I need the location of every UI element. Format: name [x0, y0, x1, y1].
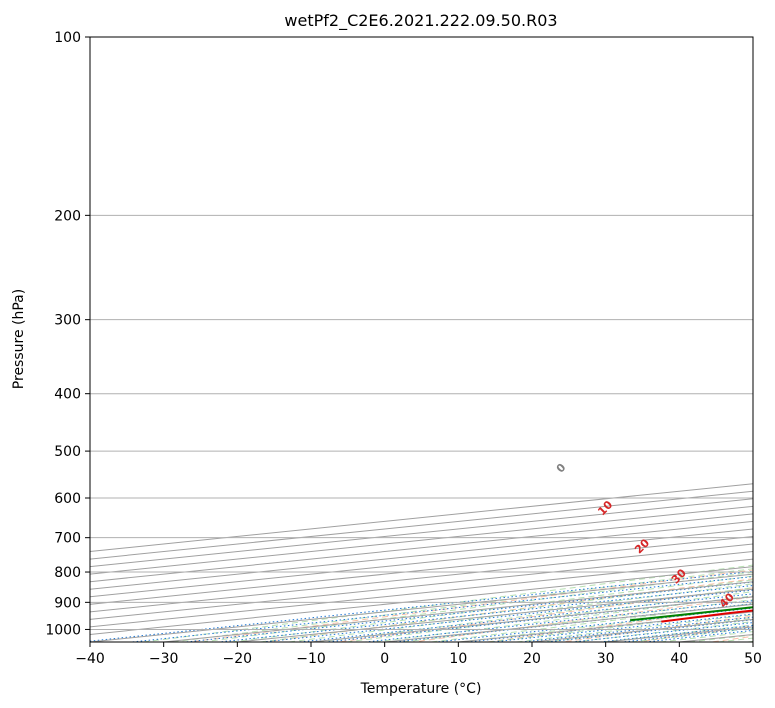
moist-adiabat-line — [431, 603, 753, 642]
dry-adiabat-line — [412, 596, 753, 642]
isotherm-line — [90, 573, 753, 642]
y-axis-label: Pressure (hPa) — [11, 289, 27, 389]
dry-adiabat-line — [338, 587, 753, 642]
mixing-ratio-line — [365, 600, 753, 642]
isotherm-line — [90, 513, 753, 583]
moist-adiabat-line — [346, 591, 753, 642]
moist-adiabat-line — [459, 606, 753, 642]
y-tick-label: 100 — [54, 30, 81, 46]
dry-adiabat-line — [711, 635, 753, 642]
line-labels: -100-90-80-70-60-50-40-30-20-100.10.20.4… — [554, 461, 737, 611]
moist-adiabat-line — [718, 637, 753, 642]
y-tick-label: 900 — [54, 595, 81, 611]
moist-adiabat-line — [374, 595, 753, 642]
dry-adiabat-line — [263, 578, 753, 642]
moist-adiabat-label: 10 — [595, 498, 615, 518]
isotherm-line — [531, 618, 753, 642]
y-tick-label: 700 — [54, 531, 81, 547]
y-tick-label: 600 — [54, 491, 81, 507]
moist-adiabat-line — [602, 624, 753, 642]
x-axis-label: Temperature (°C) — [360, 681, 482, 697]
moist-adiabat-line — [231, 575, 753, 642]
moist-adiabat-line — [660, 631, 753, 642]
moist-adiabat-line — [260, 579, 753, 642]
isotherm-line — [458, 611, 753, 642]
moist-adiabat-line — [689, 634, 753, 642]
isotherm-line — [90, 535, 753, 605]
dry-adiabat-line — [636, 625, 753, 642]
isotherm-line — [90, 528, 753, 598]
x-tick-label: 50 — [744, 651, 762, 667]
axes: −40 −30 −20 −10 0 10 20 30 40 5010020030040050060… — [45, 30, 762, 667]
mixing-ratio-line — [90, 570, 753, 642]
y-tick-label: 800 — [54, 565, 81, 581]
background-lines — [90, 37, 753, 642]
x-tick-label: 20 — [523, 651, 541, 667]
x-tick-label: 30 — [597, 651, 615, 667]
y-tick-label: 300 — [54, 313, 81, 329]
y-tick-label: 1000 — [45, 622, 81, 638]
y-tick-label: 200 — [54, 208, 81, 224]
dry-adiabat-line — [562, 615, 753, 642]
isotherm-line — [90, 498, 753, 568]
isotherm-line — [384, 603, 753, 642]
x-tick-label: −10 — [296, 651, 326, 667]
moist-adiabat-line — [317, 587, 753, 642]
mixing-ratio-line — [299, 593, 753, 642]
temperature-line — [661, 609, 753, 623]
y-tick-label: 400 — [54, 387, 81, 403]
isotherm-line — [605, 626, 753, 642]
x-tick-label: −40 — [75, 651, 105, 667]
isotherm-line — [679, 633, 753, 642]
x-tick-label: 10 — [449, 651, 467, 667]
x-tick-label: 40 — [670, 651, 688, 667]
moist-adiabat-line — [201, 571, 753, 642]
isotherm-line — [752, 641, 753, 642]
moist-adiabat-line — [544, 617, 753, 642]
isotherm-line — [90, 520, 753, 590]
x-tick-label: −30 — [149, 651, 179, 667]
isotherm-line — [90, 505, 753, 575]
chart-title: wetPf2_C2E6.2021.222.09.50.R03 — [284, 11, 557, 31]
moist-adiabat-line — [143, 564, 753, 642]
x-tick-label: 0 — [380, 651, 389, 667]
y-tick-label: 500 — [54, 444, 81, 460]
isotherm-line — [90, 566, 753, 635]
moist-adiabat-line — [403, 599, 753, 642]
plot-frame — [89, 36, 754, 643]
isotherm-line — [90, 490, 753, 560]
x-tick-label: −20 — [223, 651, 253, 667]
moist-adiabat-label: 0 — [554, 461, 569, 476]
isotherm-line — [90, 483, 753, 553]
isotherm-line — [310, 596, 753, 642]
